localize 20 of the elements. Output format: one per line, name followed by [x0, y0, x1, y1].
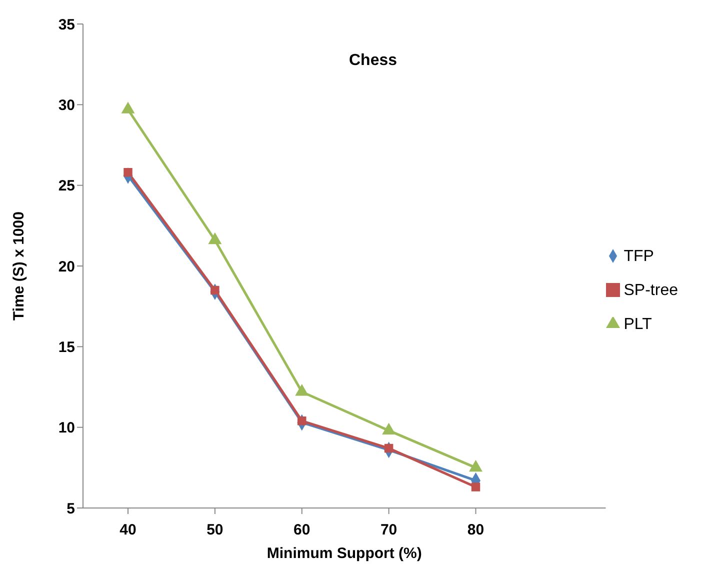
y-tick-label: 15 [58, 338, 75, 356]
y-tick-label: 30 [58, 96, 75, 114]
x-tick-label: 80 [467, 522, 484, 539]
y-axis-title: Time (S) x 1000 [10, 212, 28, 320]
x-axis-title: Minimum Support (%) [266, 545, 422, 562]
y-tick-label: 5 [66, 500, 75, 518]
y-tick-label: 35 [58, 16, 75, 34]
legend-label: SP-tree [624, 282, 678, 298]
y-tick-label: 20 [58, 258, 75, 276]
text: Chess [348, 52, 398, 70]
point [471, 482, 480, 492]
x-tick-label: 40 [120, 522, 136, 539]
legend-label: PLT [624, 316, 652, 332]
x-tick-label: 70 [380, 522, 398, 539]
point [384, 444, 394, 453]
y-tick-label: 10 [58, 420, 75, 437]
legend-label: TFP [624, 248, 654, 264]
y-tick-label: 25 [58, 178, 75, 195]
x-tick-label: 60 [294, 522, 310, 539]
x-tick-label: 50 [206, 522, 224, 539]
